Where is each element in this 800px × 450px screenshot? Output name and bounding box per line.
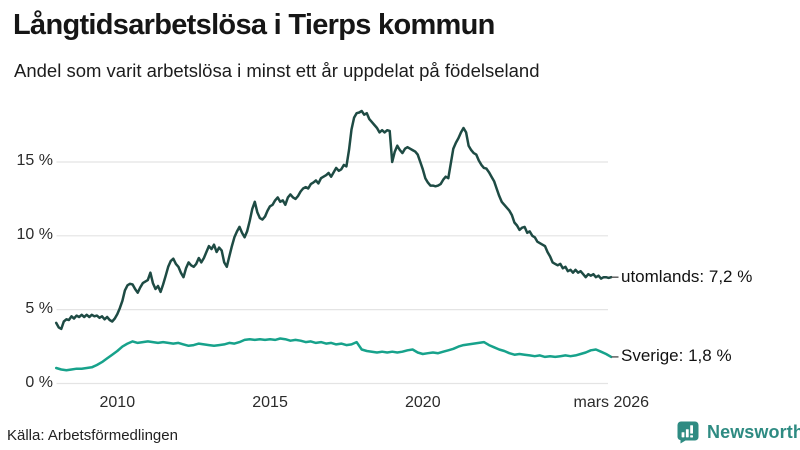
x-tick-label: 2015 bbox=[252, 394, 288, 411]
x-tick-label: 2020 bbox=[405, 394, 441, 411]
y-tick-label: 15 % bbox=[16, 152, 53, 170]
series-label-sverige: Sverige: 1,8 % bbox=[621, 346, 732, 366]
source-note: Källa: Arbetsförmedlingen bbox=[7, 427, 178, 444]
newsworthy-logo-icon bbox=[677, 421, 699, 444]
newsworthy-logo-text: Newsworthy bbox=[707, 421, 800, 442]
chart-subtitle: Andel som varit arbetslösa i minst ett å… bbox=[14, 60, 540, 81]
series-label-utomlands: utomlands: 7,2 % bbox=[621, 266, 753, 286]
y-tick-label: 0 % bbox=[25, 374, 53, 391]
y-tick-label: 5 % bbox=[25, 300, 53, 318]
x-tick-label: 2010 bbox=[99, 394, 136, 411]
x-tick-label: mars 2026 bbox=[573, 394, 650, 411]
y-tick-label: 10 % bbox=[16, 226, 53, 244]
newsworthy-logo: Newsworthy bbox=[676, 420, 800, 444]
chart-title: Långtidsarbetslösa i Tierps kommun bbox=[13, 9, 495, 41]
